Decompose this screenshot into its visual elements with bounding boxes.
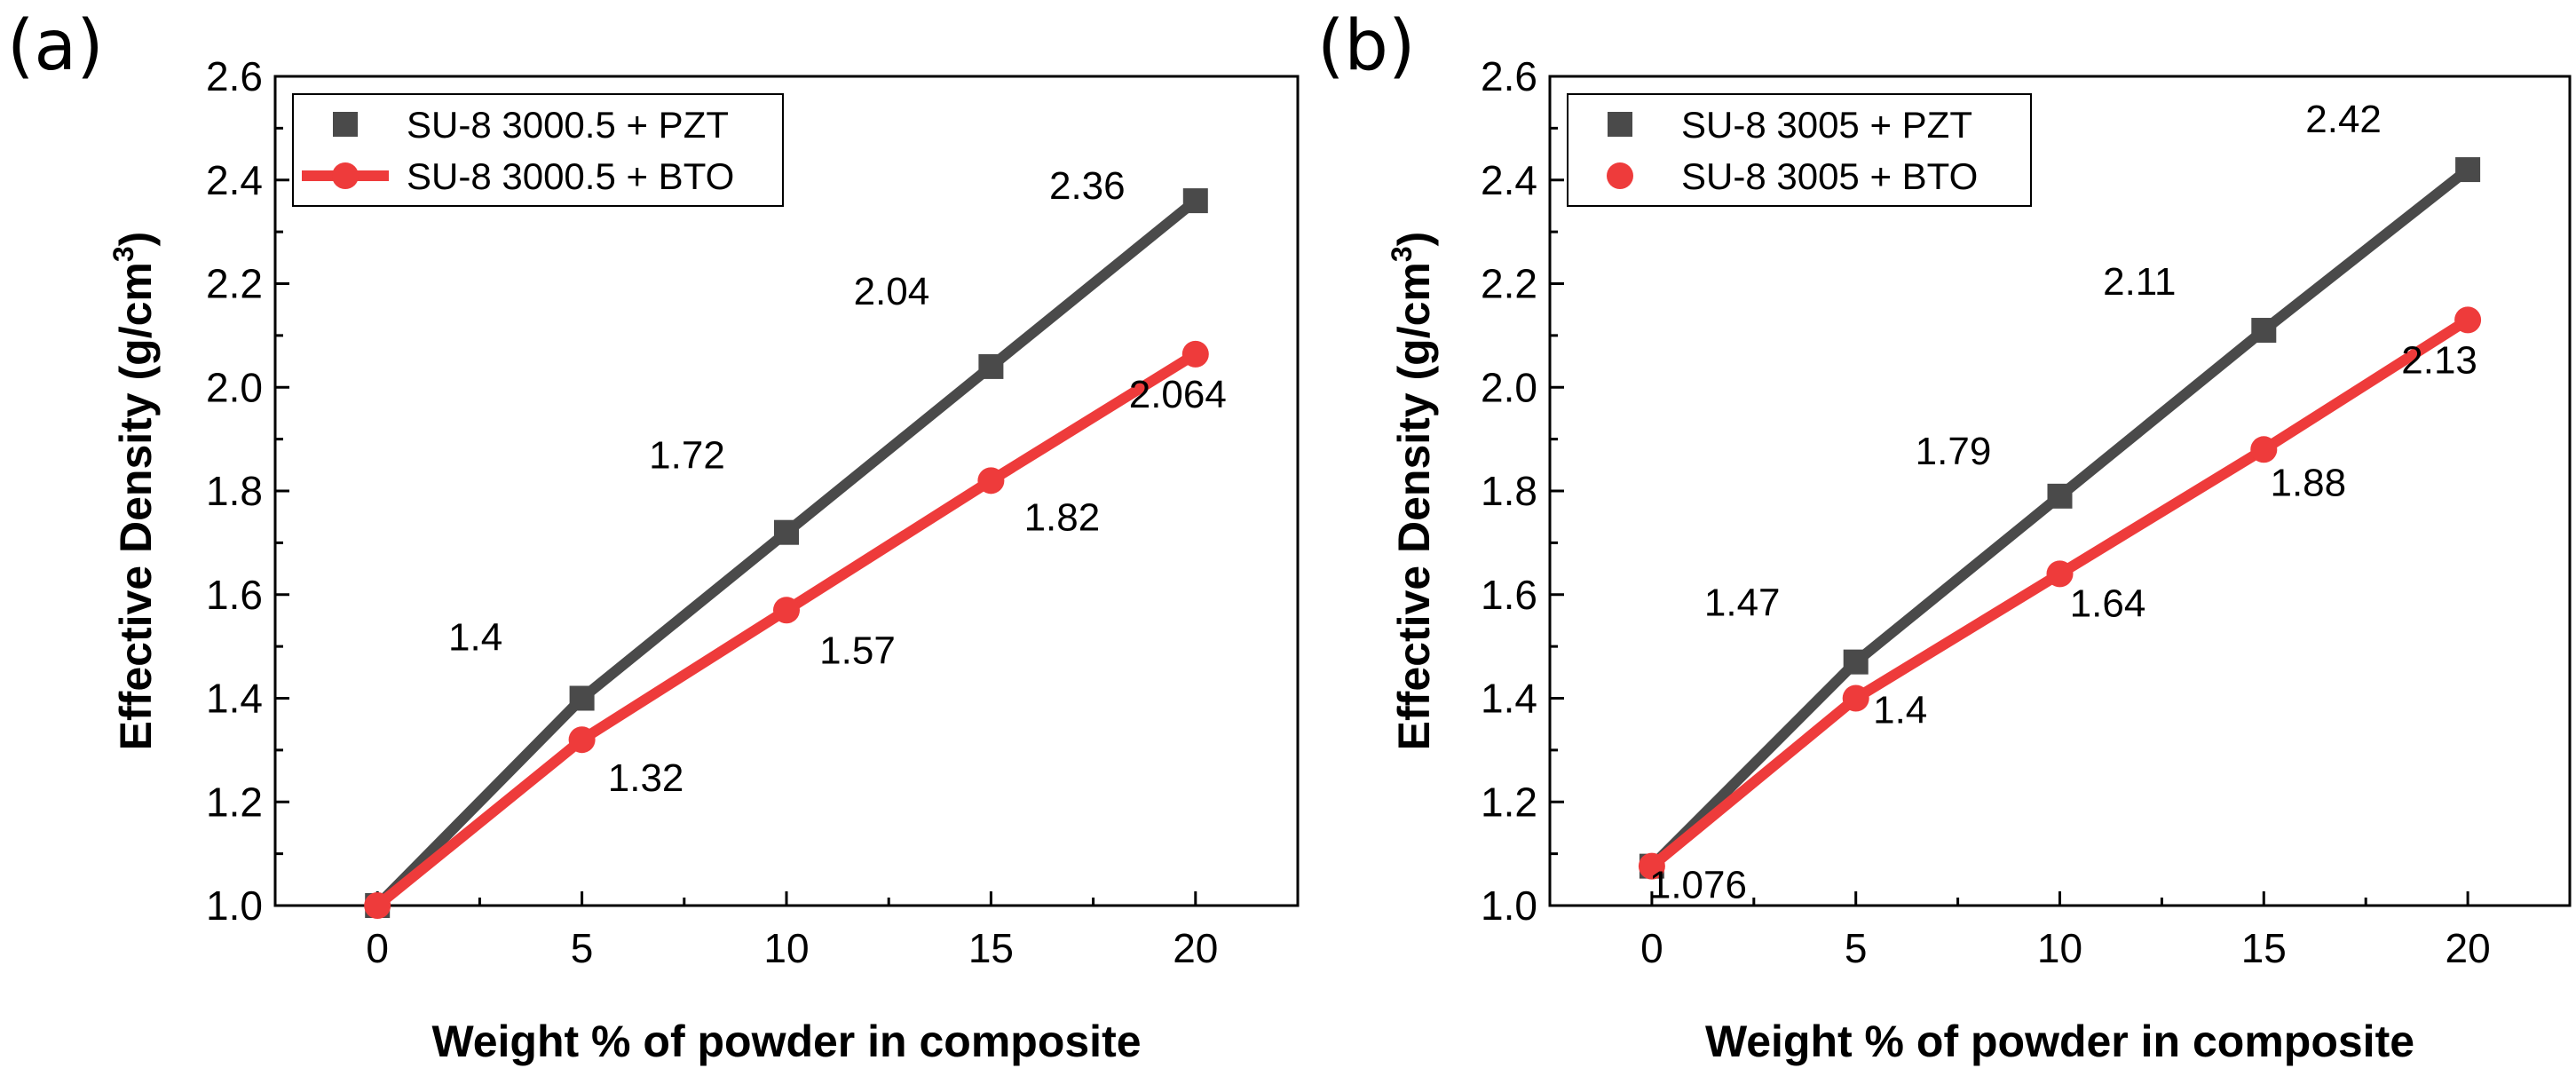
panel-label: (b) bbox=[1317, 6, 1415, 86]
y-tick-label: 2.6 bbox=[206, 53, 263, 99]
data-point-square bbox=[978, 353, 1004, 379]
data-point-square bbox=[2455, 157, 2481, 183]
data-point-circle bbox=[568, 726, 596, 754]
y-tick-label: 1.0 bbox=[1481, 882, 1537, 929]
data-point-circle bbox=[2046, 560, 2074, 588]
y-axis-title-main: Effective Density (g/cm bbox=[111, 262, 161, 750]
legend-label: SU-8 3005 + BTO bbox=[1681, 155, 1978, 197]
data-point-square bbox=[2251, 318, 2277, 344]
y-axis-title-close: ) bbox=[111, 232, 161, 247]
x-tick-label: 20 bbox=[2446, 925, 2491, 971]
legend-marker-circle bbox=[1607, 162, 1633, 189]
x-tick-label: 10 bbox=[2037, 925, 2082, 971]
data-label: 2.42 bbox=[2305, 98, 2382, 141]
x-tick-label: 20 bbox=[1173, 925, 1218, 971]
data-label: 1.82 bbox=[1024, 495, 1101, 539]
x-tick-label: 5 bbox=[571, 925, 594, 971]
data-label: 1.32 bbox=[608, 756, 684, 800]
data-label: 1.47 bbox=[1704, 582, 1781, 625]
y-tick-label: 2.6 bbox=[1481, 53, 1537, 99]
data-label: 1.4 bbox=[1873, 689, 1927, 732]
data-label: 2.064 bbox=[1129, 373, 1227, 416]
legend-box bbox=[292, 93, 784, 207]
legend-marker-square bbox=[1608, 112, 1632, 137]
y-tick-label: 1.8 bbox=[206, 468, 263, 514]
y-tick-label: 2.4 bbox=[1481, 157, 1537, 203]
data-point-square bbox=[2047, 483, 2073, 509]
data-label: 1.4 bbox=[448, 616, 502, 660]
legend-marker-square bbox=[333, 112, 358, 137]
legend-label: SU-8 3000.5 + PZT bbox=[407, 104, 729, 146]
x-axis-title: Weight % of powder in composite bbox=[1705, 1017, 2414, 1066]
data-point-circle bbox=[2454, 306, 2482, 334]
y-tick-label: 2.2 bbox=[1481, 261, 1537, 307]
legend-label: SU-8 3005 + PZT bbox=[1681, 104, 1972, 146]
data-point-circle bbox=[364, 892, 391, 919]
chart-panel-a: (a) 1.0 1.2 1.4 1.6 1.8 2.0 2.2 2.4 2.6 0 5 10 15 20 We… bbox=[7, 6, 1300, 1066]
chart-panel-b: (b) 1.0 1.2 1.4 1.6 1.8 2.0 2.2 2.4 2.6 0 5 10 15 20 We… bbox=[1317, 6, 2572, 1066]
y-tick-label: 2.0 bbox=[206, 364, 263, 410]
data-label: 1.64 bbox=[2070, 582, 2146, 625]
y-tick-label: 1.2 bbox=[206, 779, 263, 825]
data-label: 2.36 bbox=[1049, 164, 1126, 208]
data-point-circle bbox=[1638, 852, 1665, 880]
legend-label: SU-8 3000.5 + BTO bbox=[407, 155, 734, 197]
data-point-circle bbox=[773, 597, 800, 624]
data-label: 1.72 bbox=[649, 434, 725, 478]
y-tick-label: 1.4 bbox=[1481, 676, 1537, 722]
y-axis-title: Effective Density (g/cm3) bbox=[1386, 232, 1439, 751]
data-point-circle bbox=[1181, 340, 1209, 368]
data-point-square bbox=[569, 685, 595, 711]
legend-marker-circle bbox=[332, 162, 359, 189]
y-tick-label: 2.2 bbox=[206, 261, 263, 307]
data-label: 2.11 bbox=[2103, 260, 2176, 304]
y-axis-title-close: ) bbox=[1389, 232, 1439, 247]
y-axis-title-superscript: 3 bbox=[1386, 246, 1418, 262]
panel-label: (a) bbox=[7, 6, 104, 86]
data-label: 1.88 bbox=[2270, 461, 2346, 504]
x-tick-label: 0 bbox=[1640, 925, 1663, 971]
data-point-circle bbox=[977, 467, 1005, 495]
data-point-circle bbox=[1842, 684, 1869, 712]
y-tick-label: 1.8 bbox=[1481, 468, 1537, 514]
data-point-square bbox=[774, 519, 799, 545]
data-point-square bbox=[1182, 188, 1208, 214]
y-axis-title-superscript: 3 bbox=[107, 246, 139, 262]
y-tick-label: 1.6 bbox=[1481, 572, 1537, 618]
x-tick-label: 15 bbox=[2241, 925, 2287, 971]
y-tick-label: 1.0 bbox=[206, 882, 263, 929]
data-label: 1.57 bbox=[819, 629, 896, 672]
x-tick-label: 5 bbox=[1845, 925, 1868, 971]
y-tick-label: 1.2 bbox=[1481, 779, 1537, 825]
data-point-circle bbox=[2250, 436, 2278, 463]
y-axis-title-main: Effective Density (g/cm bbox=[1389, 262, 1439, 750]
x-tick-label: 10 bbox=[763, 925, 809, 971]
data-label: 1.076 bbox=[1649, 864, 1747, 907]
x-tick-label: 15 bbox=[968, 925, 1014, 971]
y-tick-label: 1.4 bbox=[206, 676, 263, 722]
y-tick-label: 2.0 bbox=[1481, 364, 1537, 410]
x-tick-label: 0 bbox=[366, 925, 389, 971]
data-label: 2.04 bbox=[854, 270, 930, 313]
y-tick-label: 2.4 bbox=[206, 157, 263, 203]
x-axis-title: Weight % of powder in composite bbox=[431, 1017, 1141, 1066]
data-point-square bbox=[1843, 649, 1869, 675]
data-label: 1.79 bbox=[1916, 430, 1992, 473]
y-axis-title: Effective Density (g/cm3) bbox=[107, 232, 161, 751]
y-tick-label: 1.6 bbox=[206, 572, 263, 618]
legend-box bbox=[1567, 93, 2032, 207]
data-label: 2.13 bbox=[2401, 338, 2477, 382]
